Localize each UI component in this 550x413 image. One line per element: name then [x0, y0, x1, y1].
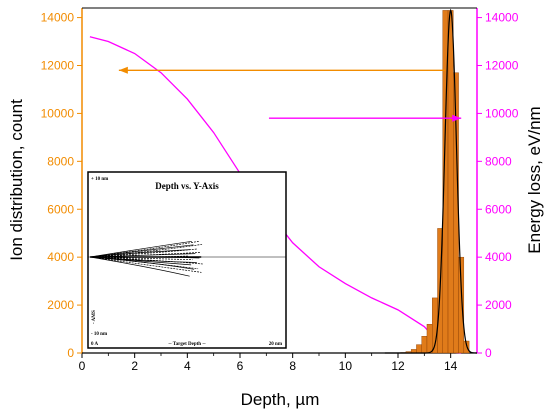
x-tick-label: 0: [79, 359, 86, 373]
right-y-tick-label: 10000: [485, 106, 519, 120]
left-y-tick-label: 14000: [41, 11, 75, 25]
inset-x-axis-title: -- Target Depth --: [168, 342, 206, 347]
right-y-tick-label: 14000: [485, 11, 519, 25]
inset-y-tick-top: + 10 nm: [91, 177, 109, 182]
left-y-tick-label: 10000: [41, 106, 75, 120]
ion-track: [89, 256, 202, 273]
right-y-axis-title: Energy loss, eV/nm: [525, 106, 544, 253]
right-y-tick-label: 6000: [485, 202, 512, 216]
x-tick-label: 8: [289, 359, 296, 373]
right-axis-pointer-head: [452, 114, 462, 122]
x-tick-label: 12: [391, 359, 405, 373]
right-y-tick-label: 8000: [485, 154, 512, 168]
histogram-bar: [463, 340, 470, 354]
x-tick-label: 2: [131, 359, 138, 373]
histogram-bar: [421, 336, 428, 354]
histogram-bar: [426, 324, 433, 354]
right-y-tick-label: 2000: [485, 298, 512, 312]
left-y-axis-title: Ion distribution, count: [7, 99, 26, 261]
x-ticks: 0 2 4 6 8 10 12 14: [79, 353, 458, 373]
left-y-ticks: 0 2000 4000 6000 8000 10000 12000 14000: [41, 11, 82, 360]
inset-title: Depth vs. Y-Axis: [155, 181, 219, 191]
x-tick-label: 4: [184, 359, 191, 373]
ion-track: [89, 248, 198, 258]
ion-track: [89, 240, 192, 258]
histogram-bar: [416, 344, 422, 354]
left-axis-pointer-head: [118, 66, 128, 74]
x-tick-label: 10: [339, 359, 353, 373]
gaussian-fit-series: [384, 8, 478, 354]
left-y-tick-label: 12000: [41, 59, 75, 73]
inset-ion-tracks: [89, 240, 203, 277]
x-axis-title: Depth, µm: [241, 390, 320, 409]
inset-x-tick-left: 0 A: [91, 342, 98, 347]
right-y-tick-label: 12000: [485, 59, 519, 73]
right-y-tick-label: 0: [485, 346, 492, 360]
left-y-tick-label: 2000: [47, 298, 74, 312]
inset-x-tick-right: 20 nm: [269, 342, 283, 347]
x-tick-label: 6: [237, 359, 244, 373]
right-y-tick-label: 4000: [485, 250, 512, 264]
ion-track: [89, 256, 190, 277]
left-y-tick-label: 8000: [47, 154, 74, 168]
ion-track: [89, 241, 199, 258]
left-y-tick-label: 6000: [47, 202, 74, 216]
x-tick-label: 14: [444, 359, 458, 373]
inset-depth-vs-y-chart: Depth vs. Y-Axis + 10 nm - 10 nm - AMS 0…: [87, 171, 287, 349]
histogram-bar: [447, 10, 454, 354]
left-y-tick-label: 0: [67, 346, 74, 360]
ion-histogram-series: [400, 10, 470, 354]
gaussian-fit-line: [384, 8, 478, 354]
histogram-bar: [458, 256, 465, 354]
right-y-ticks: 0 2000 4000 6000 8000 10000 12000 14000: [477, 11, 519, 360]
left-y-tick-label: 4000: [47, 250, 74, 264]
inset-y-tick-bottom: - 10 nm: [91, 332, 108, 337]
inset-side-label: - AMS: [92, 310, 97, 324]
ion-track: [89, 256, 197, 263]
ion-track: [89, 243, 203, 258]
axis-pointer-arrows: [118, 66, 462, 122]
